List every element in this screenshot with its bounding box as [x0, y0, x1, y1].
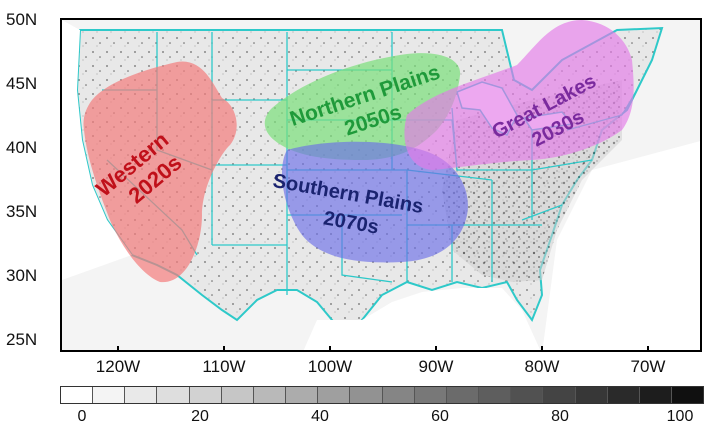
- colorbar-cell: [221, 387, 254, 403]
- colorbar-cell: [575, 387, 608, 403]
- colorbar-cell: [286, 387, 319, 403]
- lon-tick: [647, 346, 649, 352]
- colorbar-cell: [607, 387, 640, 403]
- colorbar-label-80: 80: [551, 408, 569, 425]
- colorbar-cell: [61, 387, 94, 403]
- colorbar-label-0: 0: [77, 408, 87, 425]
- region-western-blob: [83, 61, 237, 283]
- atlantic-ocean: [542, 141, 700, 350]
- us-map-svg: Western 2020s Northern Plains 2050s Sout…: [62, 20, 700, 350]
- colorbar-label-40: 40: [311, 408, 329, 425]
- lat-label-35n: 35N: [6, 202, 38, 221]
- lat-label-25n: 25N: [6, 330, 38, 349]
- lat-label-30n: 30N: [6, 266, 38, 285]
- colorbar-cell: [125, 387, 158, 403]
- lon-label-110w: 110W: [202, 357, 246, 376]
- map-panel: Western 2020s Northern Plains 2050s Sout…: [60, 18, 702, 352]
- lon-label-70w: 70W: [630, 357, 666, 376]
- lon-tick: [223, 346, 225, 352]
- colorbar-cell: [446, 387, 480, 403]
- lon-label-90w: 90W: [418, 357, 454, 376]
- lon-tick: [435, 346, 437, 352]
- pacific-ocean: [62, 20, 132, 280]
- colorbar-cell: [350, 387, 383, 403]
- region-southern-plains-blob: [281, 141, 468, 263]
- lat-label-45n: 45N: [6, 74, 38, 93]
- colorbar-cell: [189, 387, 222, 403]
- lon-label-120w: 120W: [95, 357, 141, 376]
- colorbar: [60, 386, 704, 404]
- lon-label-80w: 80W: [524, 357, 560, 376]
- colorbar-label-100: 100: [666, 408, 694, 425]
- colorbar-cell: [639, 387, 672, 403]
- colorbar-cell: [511, 387, 544, 403]
- colorbar-label-60: 60: [431, 408, 449, 425]
- colorbar-cell: [543, 387, 576, 403]
- lon-tick: [117, 346, 119, 352]
- colorbar-cell: [318, 387, 351, 403]
- lon-label-100w: 100W: [307, 357, 353, 376]
- colorbar-cell: [93, 387, 126, 403]
- colorbar-cell: [671, 387, 704, 403]
- lon-tick: [329, 346, 331, 352]
- lat-label-40n: 40N: [6, 138, 38, 157]
- gulf-of-mexico: [303, 288, 541, 350]
- colorbar-cell: [157, 387, 190, 403]
- colorbar-cell: [382, 387, 415, 403]
- lat-label-50n: 50N: [6, 10, 38, 29]
- lon-tick: [541, 346, 543, 352]
- colorbar-cell: [479, 387, 512, 403]
- colorbar-label-20: 20: [191, 408, 209, 425]
- colorbar-cell: [253, 387, 287, 403]
- region-great-lakes-blob: [404, 20, 634, 170]
- colorbar-cell: [414, 387, 447, 403]
